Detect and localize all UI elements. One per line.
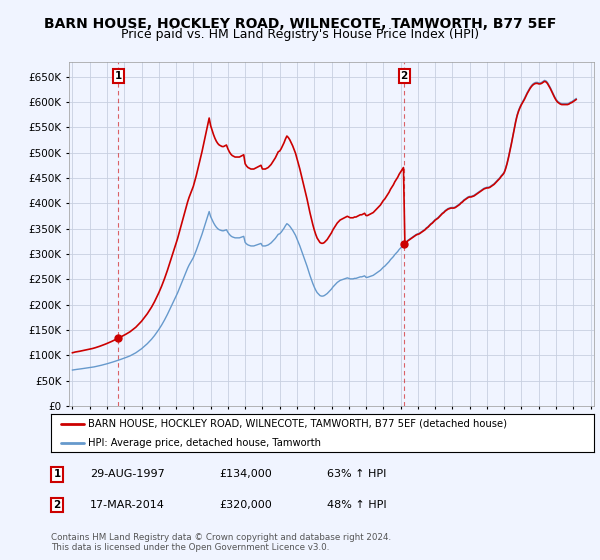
- Text: Contains HM Land Registry data © Crown copyright and database right 2024.: Contains HM Land Registry data © Crown c…: [51, 533, 391, 542]
- Text: 1: 1: [53, 469, 61, 479]
- Text: BARN HOUSE, HOCKLEY ROAD, WILNECOTE, TAMWORTH, B77 5EF: BARN HOUSE, HOCKLEY ROAD, WILNECOTE, TAM…: [44, 17, 556, 31]
- Text: 48% ↑ HPI: 48% ↑ HPI: [327, 500, 386, 510]
- Text: This data is licensed under the Open Government Licence v3.0.: This data is licensed under the Open Gov…: [51, 543, 329, 552]
- Text: £320,000: £320,000: [219, 500, 272, 510]
- Text: 1: 1: [115, 71, 122, 81]
- Text: 2: 2: [401, 71, 408, 81]
- Text: 63% ↑ HPI: 63% ↑ HPI: [327, 469, 386, 479]
- Text: 2: 2: [53, 500, 61, 510]
- Text: Price paid vs. HM Land Registry's House Price Index (HPI): Price paid vs. HM Land Registry's House …: [121, 28, 479, 41]
- Text: 17-MAR-2014: 17-MAR-2014: [90, 500, 165, 510]
- Text: BARN HOUSE, HOCKLEY ROAD, WILNECOTE, TAMWORTH, B77 5EF (detached house): BARN HOUSE, HOCKLEY ROAD, WILNECOTE, TAM…: [88, 419, 507, 429]
- Text: £134,000: £134,000: [219, 469, 272, 479]
- Text: 29-AUG-1997: 29-AUG-1997: [90, 469, 165, 479]
- Text: HPI: Average price, detached house, Tamworth: HPI: Average price, detached house, Tamw…: [88, 438, 321, 448]
